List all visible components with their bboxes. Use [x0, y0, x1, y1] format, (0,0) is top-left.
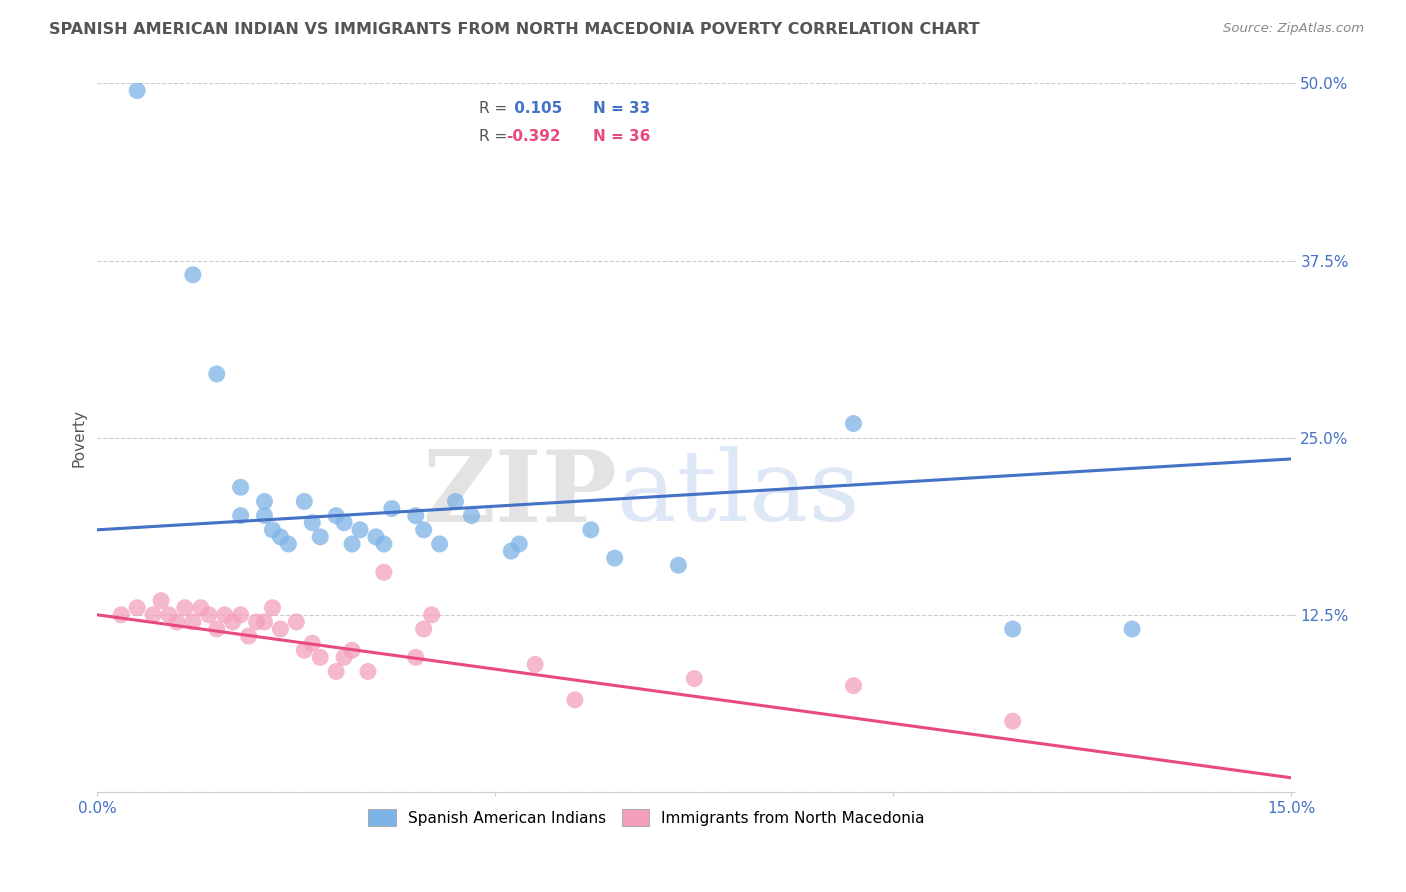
Point	[214, 607, 236, 622]
Point	[301, 636, 323, 650]
Point	[292, 643, 315, 657]
Point	[1001, 622, 1024, 636]
Point	[277, 537, 299, 551]
Text: 0.105: 0.105	[509, 101, 562, 116]
Point	[333, 516, 356, 530]
Point	[429, 537, 451, 551]
Point	[205, 622, 228, 636]
Point	[309, 650, 332, 665]
Point	[269, 622, 291, 636]
Point	[127, 600, 149, 615]
Point	[197, 607, 219, 622]
Point	[285, 615, 308, 629]
Point	[405, 650, 427, 665]
Point	[364, 530, 387, 544]
Point	[127, 83, 149, 97]
Point	[373, 566, 395, 580]
Point	[405, 508, 427, 523]
Point	[381, 501, 404, 516]
Point	[340, 537, 363, 551]
Point	[357, 665, 380, 679]
Point	[412, 523, 434, 537]
Point	[174, 600, 197, 615]
Point	[253, 615, 276, 629]
Point	[683, 672, 706, 686]
Point	[444, 494, 467, 508]
Point	[842, 679, 865, 693]
Point	[309, 530, 332, 544]
Y-axis label: Poverty: Poverty	[72, 409, 86, 467]
Point	[524, 657, 547, 672]
Point	[181, 615, 204, 629]
Text: atlas: atlas	[617, 447, 859, 542]
Point	[150, 593, 173, 607]
Point	[142, 607, 165, 622]
Point	[238, 629, 260, 643]
Text: N = 36: N = 36	[593, 129, 650, 145]
Point	[668, 558, 690, 573]
Point	[1121, 622, 1143, 636]
Point	[325, 665, 347, 679]
Point	[245, 615, 267, 629]
Point	[842, 417, 865, 431]
Text: Source: ZipAtlas.com: Source: ZipAtlas.com	[1223, 22, 1364, 36]
Point	[269, 530, 291, 544]
Point	[205, 367, 228, 381]
Point	[181, 268, 204, 282]
Point	[110, 607, 132, 622]
Point	[1001, 714, 1024, 728]
Point	[292, 494, 315, 508]
Point	[508, 537, 530, 551]
Point	[603, 551, 626, 566]
Point	[501, 544, 523, 558]
Point	[301, 516, 323, 530]
Point	[420, 607, 443, 622]
Point	[325, 508, 347, 523]
Point	[349, 523, 371, 537]
Point	[340, 643, 363, 657]
Point	[166, 615, 188, 629]
Point	[460, 508, 482, 523]
Point	[229, 480, 252, 494]
Text: ZIP: ZIP	[422, 446, 617, 543]
Point	[190, 600, 212, 615]
Legend: Spanish American Indians, Immigrants from North Macedonia: Spanish American Indians, Immigrants fro…	[361, 801, 932, 834]
Text: SPANISH AMERICAN INDIAN VS IMMIGRANTS FROM NORTH MACEDONIA POVERTY CORRELATION C: SPANISH AMERICAN INDIAN VS IMMIGRANTS FR…	[49, 22, 980, 37]
Point	[262, 600, 284, 615]
Text: N = 33: N = 33	[593, 101, 650, 116]
Point	[564, 693, 586, 707]
Point	[229, 508, 252, 523]
Text: R =: R =	[479, 129, 508, 145]
Point	[412, 622, 434, 636]
Point	[221, 615, 243, 629]
Text: R =: R =	[479, 101, 508, 116]
Point	[333, 650, 356, 665]
Point	[253, 508, 276, 523]
Point	[157, 607, 180, 622]
Point	[373, 537, 395, 551]
Point	[262, 523, 284, 537]
Point	[229, 607, 252, 622]
Point	[579, 523, 602, 537]
Text: -0.392: -0.392	[506, 129, 561, 145]
Point	[253, 494, 276, 508]
